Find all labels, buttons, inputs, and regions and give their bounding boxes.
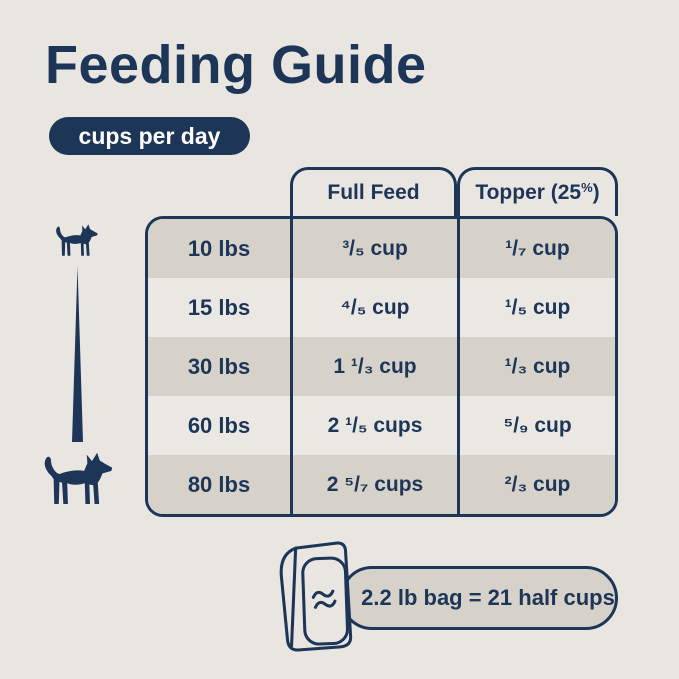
full-feed-cell: ⁴/₅ cup xyxy=(290,278,457,337)
large-dog-icon xyxy=(44,452,113,505)
topper-cell: ¹/₃ cup xyxy=(457,337,615,396)
column-header-topper: Topper (25%) xyxy=(457,167,618,216)
bag-note-text: 2.2 lb bag = 21 half cups xyxy=(361,585,615,610)
percent-superscript: % xyxy=(581,179,593,195)
page-title: Feeding Guide xyxy=(45,35,427,95)
topper-cell: ¹/₅ cup xyxy=(457,278,615,337)
column-header-full-feed: Full Feed xyxy=(290,167,457,216)
table-row: 30 lbs 1 ¹/₃ cup ¹/₃ cup xyxy=(148,337,615,396)
table-row: 60 lbs 2 ¹/₅ cups ⁵/₉ cup xyxy=(148,396,615,455)
full-feed-label: Full Feed xyxy=(327,181,420,204)
weight-cell: 80 lbs xyxy=(187,471,251,497)
small-dog-icon xyxy=(56,224,98,256)
full-feed-cell: ³/₅ cup xyxy=(290,219,457,278)
table-row: 80 lbs 2 ⁵/₇ cups ²/₃ cup xyxy=(148,455,615,514)
bag-note-pill: 2.2 lb bag = 21 half cups xyxy=(340,566,618,630)
weight-cell: 10 lbs xyxy=(187,235,251,261)
full-feed-cell: 2 ⁵/₇ cups xyxy=(290,455,457,514)
weight-cell: 15 lbs xyxy=(187,294,251,320)
weight-cell: 30 lbs xyxy=(187,353,251,379)
topper-cell: ⁵/₉ cup xyxy=(457,396,615,455)
cups-per-day-badge: cups per day xyxy=(49,117,250,155)
badge-label: cups per day xyxy=(78,122,221,149)
food-bag-icon xyxy=(279,541,353,652)
table-row: 15 lbs ⁴/₅ cup ¹/₅ cup xyxy=(148,278,615,337)
topper-cell: ¹/₇ cup xyxy=(457,219,615,278)
topper-cell: ²/₃ cup xyxy=(457,455,615,514)
feeding-table: 10 lbs ³/₅ cup ¹/₇ cup 15 lbs ⁴/₅ cup ¹/… xyxy=(145,216,618,517)
weight-cell: 60 lbs xyxy=(187,412,251,438)
size-taper-line xyxy=(72,266,83,442)
full-feed-cell: 1 ¹/₃ cup xyxy=(290,337,457,396)
table-row: 10 lbs ³/₅ cup ¹/₇ cup xyxy=(148,219,615,278)
full-feed-cell: 2 ¹/₅ cups xyxy=(290,396,457,455)
